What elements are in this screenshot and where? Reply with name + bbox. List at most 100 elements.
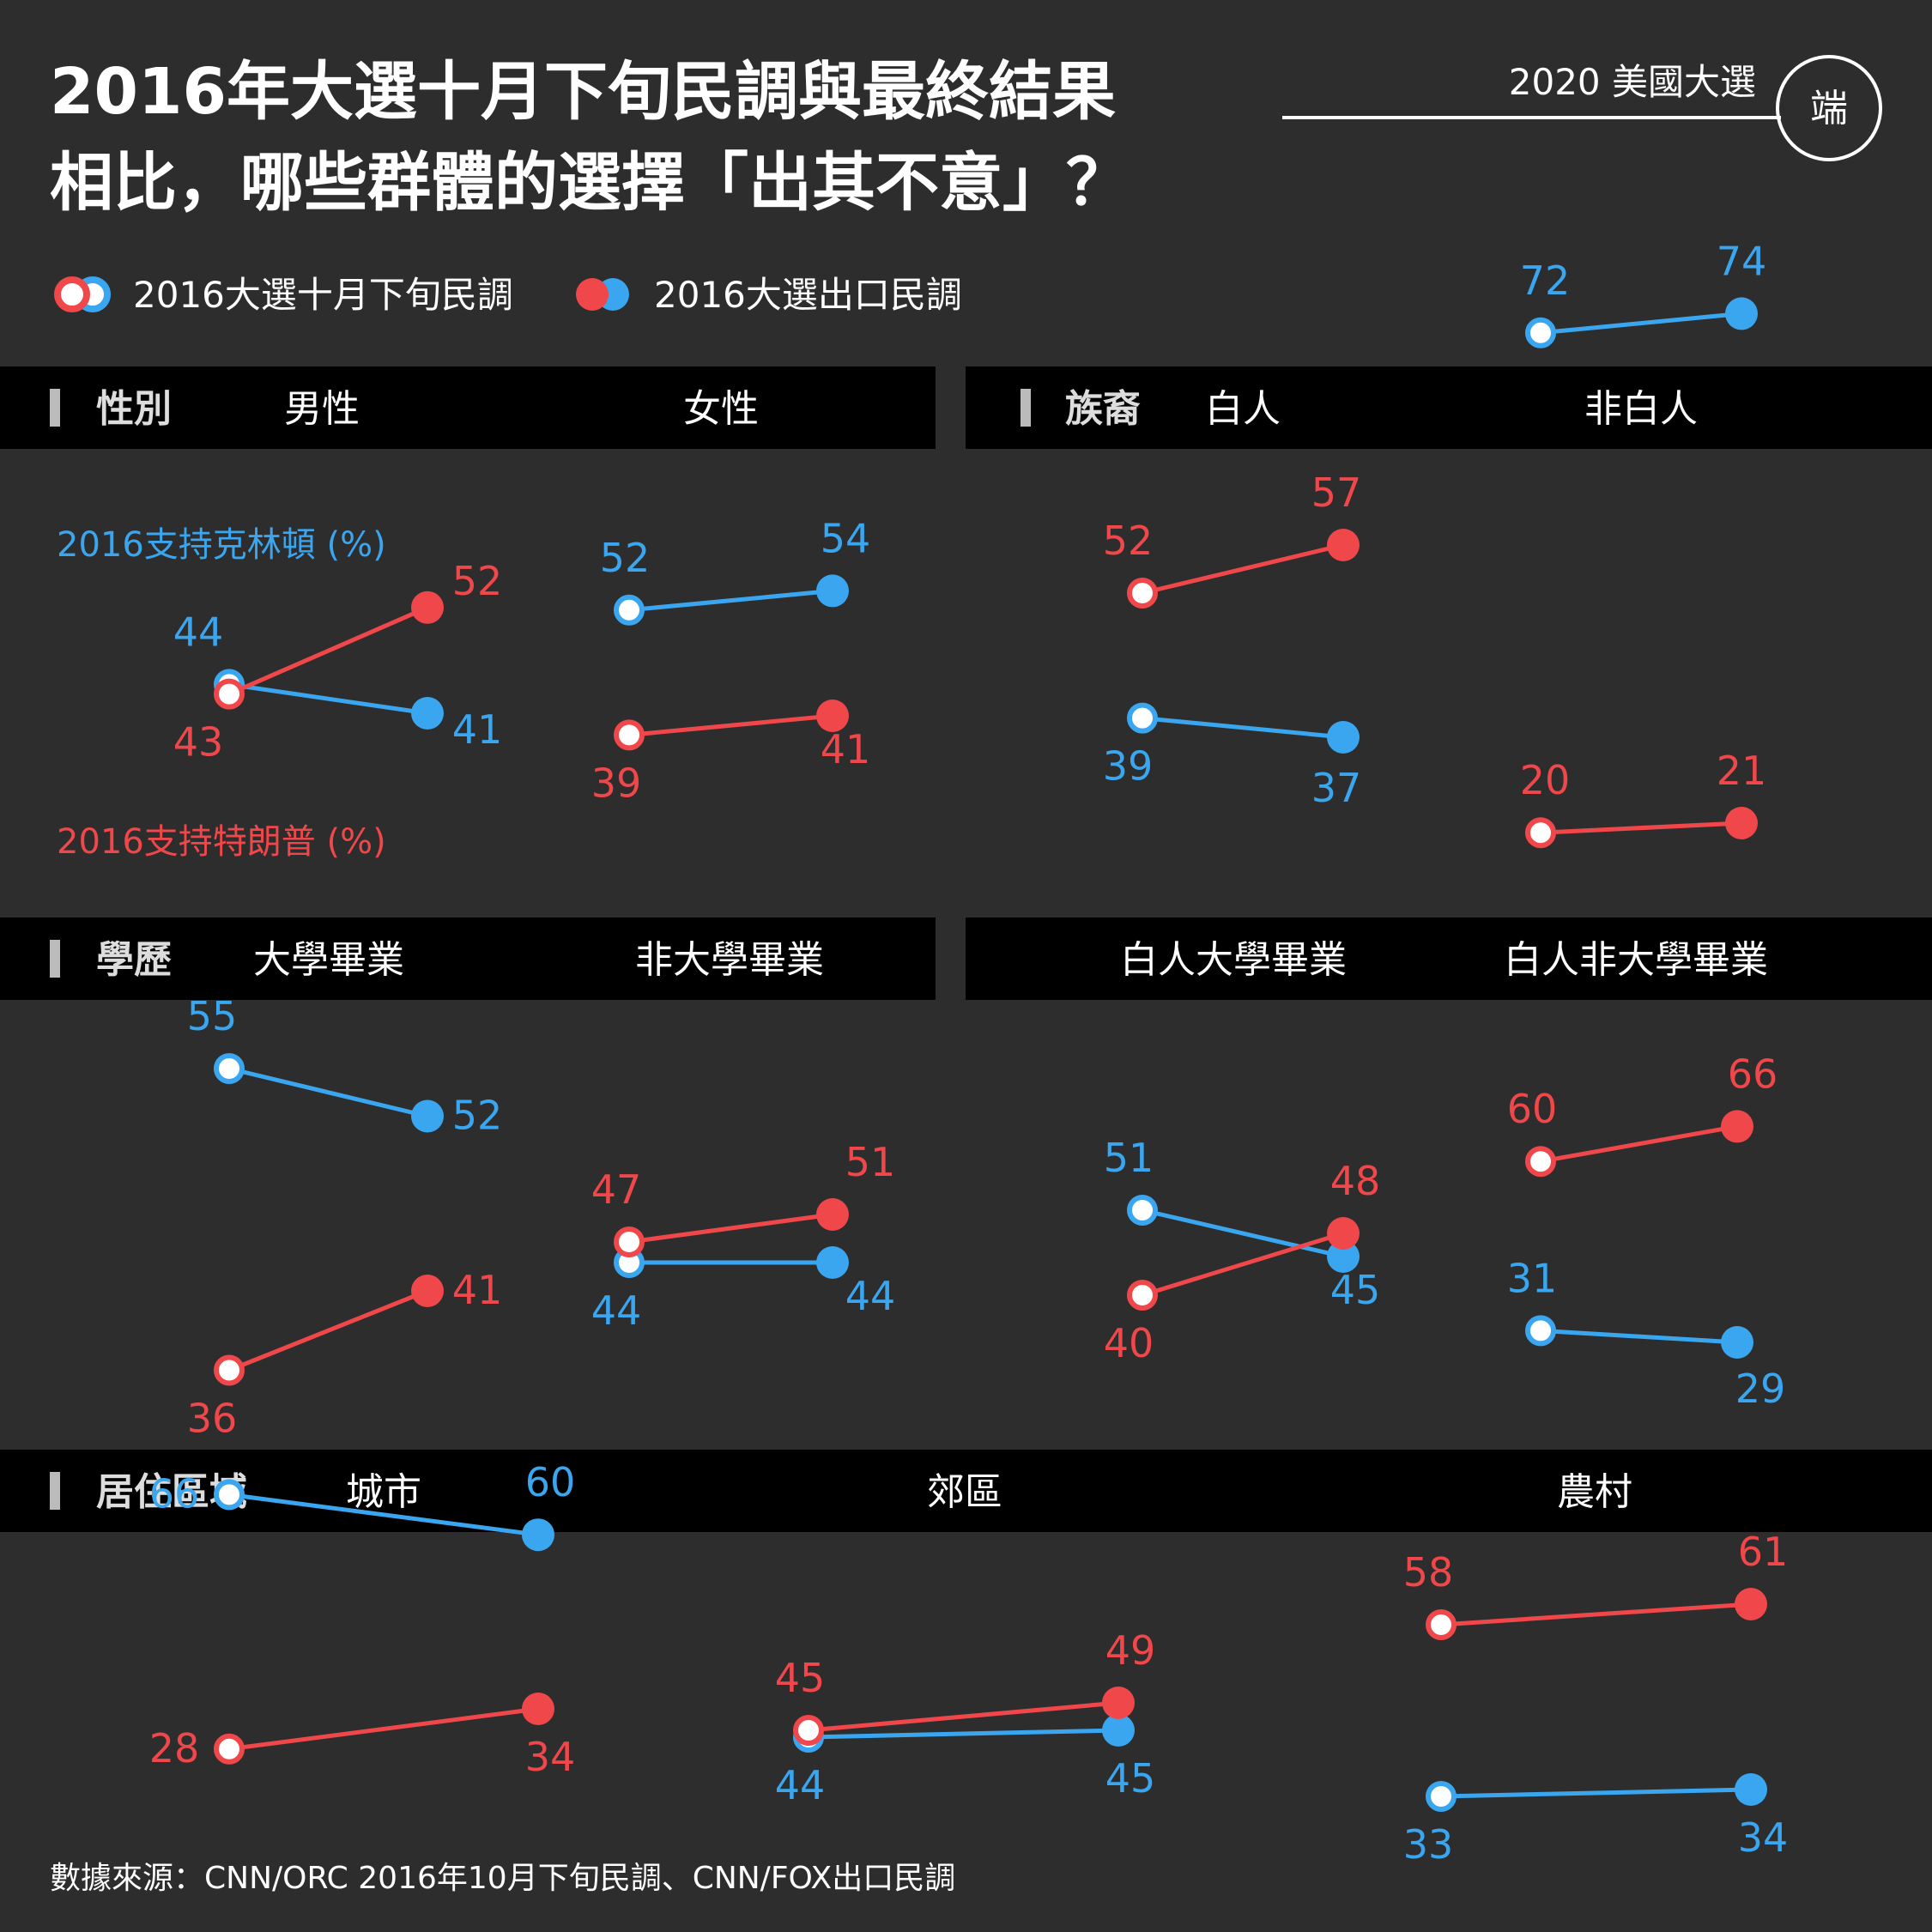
trump-exit-poll-point	[1327, 529, 1360, 561]
clinton-october-value-label: 44	[775, 1762, 826, 1808]
trump-exit-value-label: 61	[1738, 1529, 1789, 1575]
group-label-college: 大學畢業	[253, 938, 404, 982]
group-label-women: 女性	[683, 387, 759, 431]
trump-exit-value-label: 66	[1728, 1051, 1778, 1097]
trump-exit-poll-point	[816, 700, 849, 732]
trump-exit-poll-point	[522, 1693, 554, 1725]
legend-before-label: 2016大選十月下旬民調	[133, 274, 513, 316]
trump-october-value-label: 52	[1103, 518, 1154, 564]
clinton-slope-line	[808, 1728, 1119, 1740]
group-label-rural: 農村	[1557, 1470, 1632, 1514]
section-header-race: 族裔 白人 非白人	[966, 366, 1932, 449]
title-line-2: 相比，哪些群體的選擇「出其不意」？	[50, 146, 1130, 220]
trump-october-poll-point	[793, 1715, 824, 1746]
legend-after-red-dot	[576, 278, 609, 311]
clinton-exit-value-label: 54	[821, 515, 871, 561]
trump-october-poll-point	[214, 678, 245, 710]
clinton-october-value-label: 51	[1104, 1135, 1154, 1181]
clinton-october-value-label: 66	[149, 1470, 200, 1517]
clinton-slope-line	[228, 681, 428, 716]
trump-october-value-label: 36	[187, 1396, 238, 1442]
clinton-exit-poll-point	[1102, 1714, 1135, 1747]
clinton-slope-line	[1440, 1787, 1752, 1799]
group-label-noncollege: 非大學畢業	[635, 938, 824, 982]
band-marker	[50, 940, 60, 978]
clinton-october-value-label: 33	[1403, 1821, 1454, 1868]
section-header-gender: 性別 男性 女性	[0, 366, 936, 449]
band	[0, 918, 936, 1000]
trump-october-poll-point	[1525, 1146, 1556, 1178]
clinton-exit-value-label: 52	[452, 1093, 503, 1139]
category-label: 性別	[96, 387, 172, 431]
panel-非大學畢業: 44 44 47 51	[591, 1139, 896, 1334]
clinton-october-poll-point	[1525, 317, 1556, 348]
trump-october-poll-point	[214, 1733, 245, 1765]
trump-series-label: 2016支持特朗普 (%)	[57, 822, 386, 862]
trump-exit-value-label: 48	[1330, 1158, 1381, 1204]
trump-exit-poll-point	[1102, 1687, 1135, 1719]
legend-before-red-dot	[54, 276, 90, 312]
brand-logo-text: 端	[1810, 87, 1848, 130]
group-label-white: 白人	[1205, 387, 1281, 431]
trump-exit-value-label: 41	[821, 726, 871, 772]
clinton-exit-poll-point	[411, 1099, 444, 1133]
trump-exit-poll-point	[1327, 1217, 1360, 1250]
section-header-white-education: 白人大學畢業 白人非大學畢業	[966, 918, 1932, 1000]
clinton-slope-line	[228, 1066, 428, 1118]
clinton-exit-value-label: 34	[1738, 1814, 1789, 1861]
trump-exit-poll-point	[1735, 1588, 1767, 1620]
category-label: 族裔	[1065, 387, 1141, 431]
trump-slope-line	[1440, 1602, 1752, 1627]
clinton-october-value-label: 44	[173, 609, 224, 655]
clinton-slope-line	[1142, 1208, 1344, 1259]
trump-october-value-label: 20	[1520, 757, 1571, 803]
clinton-october-value-label: 55	[187, 993, 238, 1039]
trump-slope-line	[228, 605, 428, 696]
legend: 2016大選十月下旬民調 2016大選出口民調	[54, 274, 962, 316]
clinton-exit-poll-point	[411, 697, 444, 730]
panel-非白人: 72 74 20 21	[1520, 238, 1767, 849]
trump-october-value-label: 43	[173, 719, 224, 766]
band	[0, 1450, 1932, 1532]
clinton-october-poll-point	[1525, 1315, 1556, 1347]
clinton-exit-value-label: 74	[1717, 238, 1767, 284]
clinton-exit-value-label: 29	[1735, 1366, 1786, 1412]
clinton-slope-line	[1142, 716, 1344, 740]
clinton-slope-line	[1540, 311, 1742, 336]
trump-exit-value-label: 49	[1105, 1627, 1156, 1674]
clinton-october-value-label: 39	[1103, 743, 1154, 790]
trump-slope-line	[1142, 1231, 1344, 1298]
trump-slope-line	[808, 1700, 1119, 1733]
clinton-october-poll-point	[214, 1053, 245, 1084]
trump-slope-line	[1540, 1123, 1738, 1164]
group-label-white-college: 白人大學畢業	[1120, 938, 1347, 982]
trump-october-value-label: 58	[1403, 1549, 1454, 1596]
band-marker	[50, 389, 60, 427]
panel-男性: 44 41 43 52	[173, 558, 503, 766]
clinton-october-poll-point	[1127, 1195, 1158, 1226]
group-label-men: 男性	[284, 387, 360, 431]
trump-exit-poll-point	[411, 591, 444, 624]
trump-october-poll-point	[214, 1354, 245, 1386]
clinton-exit-poll-point	[1327, 1240, 1360, 1273]
trump-october-poll-point	[614, 1226, 645, 1257]
clinton-exit-value-label: 41	[452, 706, 503, 753]
band	[966, 366, 1932, 449]
clinton-exit-poll-point	[1725, 297, 1758, 330]
clinton-series-label: 2016支持克林頓 (%)	[57, 525, 386, 565]
clinton-exit-value-label: 44	[845, 1273, 896, 1319]
trump-october-value-label: 40	[1104, 1320, 1154, 1366]
legend-after-label: 2016大選出口民調	[654, 274, 962, 316]
section-header-education: 學歷 大學畢業 非大學畢業	[0, 918, 936, 1000]
section-header-residence: 居住區域 城市 郊區 農村	[0, 1450, 1932, 1532]
panel-白人非大學畢業: 31 29 60 66	[1507, 1051, 1786, 1412]
trump-october-poll-point	[1127, 1280, 1158, 1311]
band-marker	[1021, 389, 1031, 427]
clinton-exit-value-label: 37	[1311, 765, 1362, 811]
panel-農村: 33 34 58 61	[1403, 1529, 1789, 1868]
clinton-exit-poll-point	[1735, 1773, 1767, 1806]
clinton-exit-poll-point	[1721, 1326, 1753, 1359]
clinton-october-value-label: 72	[1520, 257, 1571, 304]
source-note: 數據來源：CNN/ORC 2016年10月下旬民調、CNN/FOX出口民調	[50, 1861, 955, 1896]
clinton-october-poll-point	[1426, 1781, 1457, 1812]
